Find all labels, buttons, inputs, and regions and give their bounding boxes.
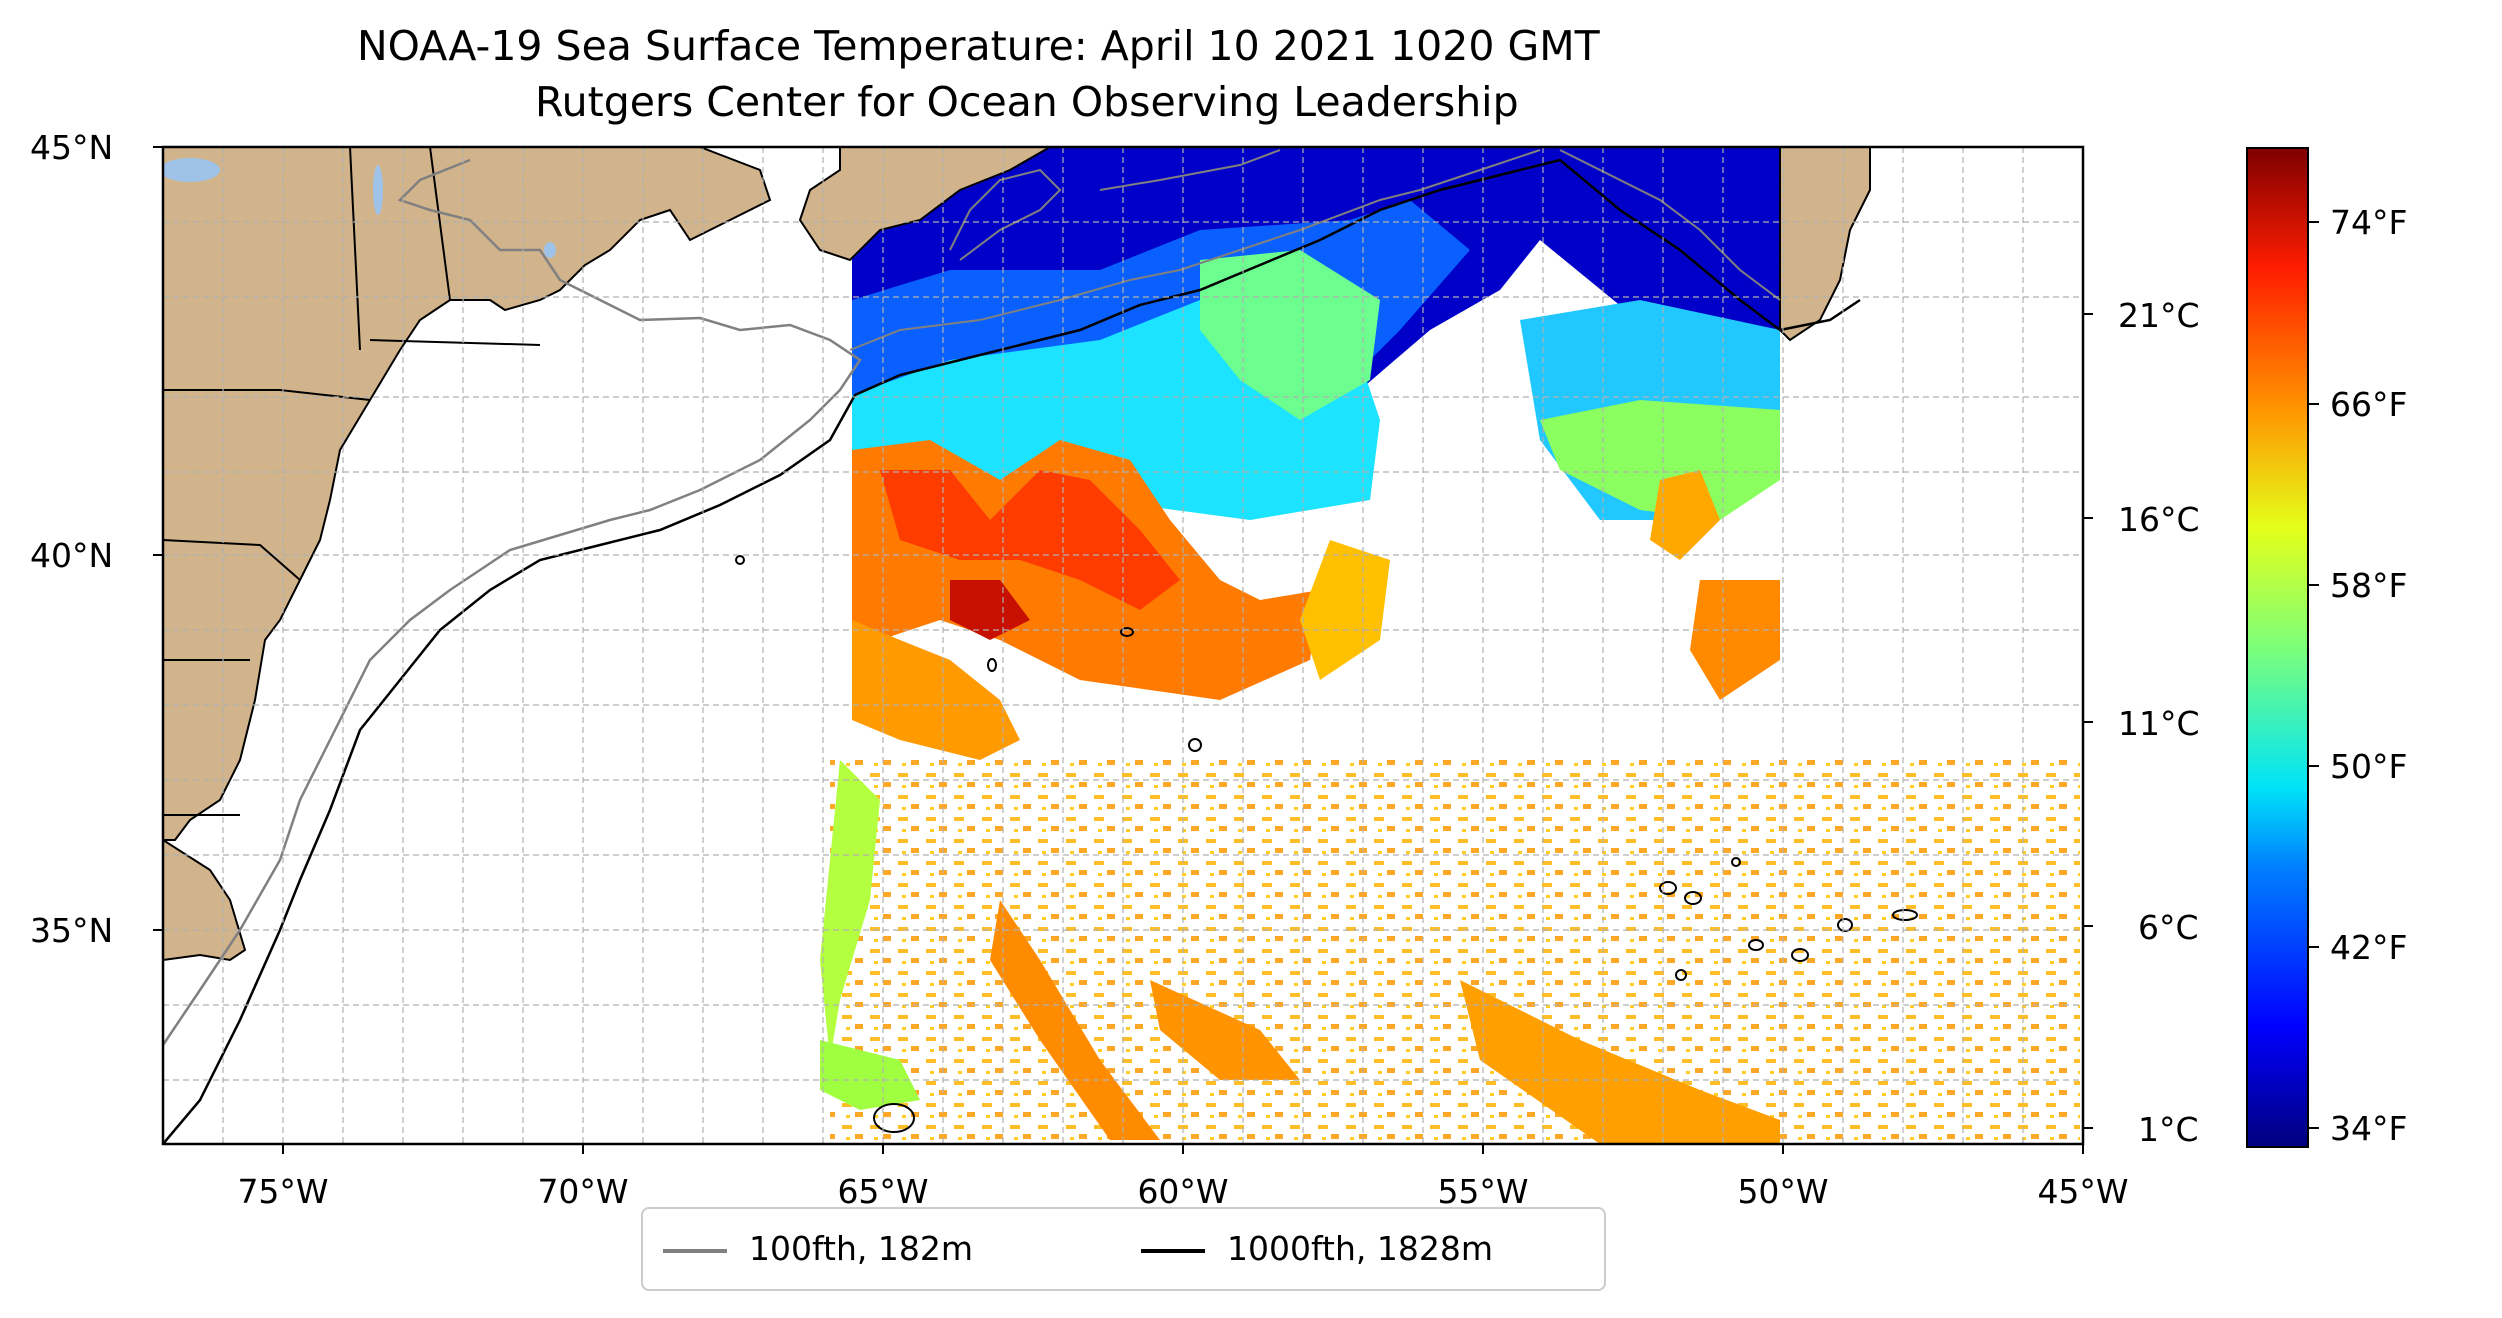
celsius-tick-16: 16°C [2118,500,2200,539]
fahrenheit-tick-42: 42°F [2330,928,2408,967]
legend-swatch-100fth [663,1248,727,1253]
celsius-tick-21: 21°C [2118,296,2200,335]
gridlines [163,147,2083,1144]
fahrenheit-tick-50: 50°F [2330,747,2408,786]
legend: 100fth, 182m 1000fth, 1828m [641,1207,1606,1291]
f-tickmark [2307,403,2319,405]
f-tickmark [2307,1127,2319,1129]
legend-item-1000fth: 1000fth, 1828m [1141,1229,1493,1268]
fahrenheit-tick-34: 34°F [2330,1109,2408,1148]
axis-ticks [153,146,2093,1154]
celsius-tick-11: 11°C [2118,704,2200,743]
f-tickmark [2307,946,2319,948]
colorbar [2246,147,2309,1148]
legend-item-100fth: 100fth, 182m [663,1229,973,1268]
legend-label-1000fth: 1000fth, 1828m [1227,1229,1493,1268]
lat-label-35: 35°N [30,911,114,950]
lat-label-45: 45°N [30,128,114,167]
lon-label-45: 45°W [2037,1172,2129,1211]
chart-subtitle: Rutgers Center for Ocean Observing Leade… [535,78,1519,126]
lon-label-75: 75°W [237,1172,329,1211]
f-tickmark [2307,584,2319,586]
lon-label-50: 50°W [1737,1172,1829,1211]
chart-title: NOAA-19 Sea Surface Temperature: April 1… [357,22,1600,70]
sst-swath [820,147,2080,1144]
celsius-tick-6: 6°C [2138,908,2199,947]
f-tickmark [2307,765,2319,767]
state-borders [163,147,541,816]
f-tickmark [2307,221,2319,223]
lat-label-40: 40°N [30,536,114,575]
lon-label-70: 70°W [537,1172,629,1211]
lon-label-55: 55°W [1437,1172,1529,1211]
fahrenheit-tick-58: 58°F [2330,566,2408,605]
fahrenheit-tick-74: 74°F [2330,203,2408,242]
celsius-tick-1: 1°C [2138,1110,2199,1149]
legend-label-100fth: 100fth, 182m [749,1229,973,1268]
lakes [163,158,556,258]
seamounts [735,555,1918,1133]
contour-100fth [163,158,862,1046]
lon-label-60: 60°W [1137,1172,1229,1211]
map-frame [161,145,2085,1146]
legend-swatch-1000fth [1141,1248,1205,1253]
lon-label-65: 65°W [837,1172,929,1211]
fahrenheit-tick-66: 66°F [2330,385,2408,424]
contour-1000fth [163,158,1861,1144]
